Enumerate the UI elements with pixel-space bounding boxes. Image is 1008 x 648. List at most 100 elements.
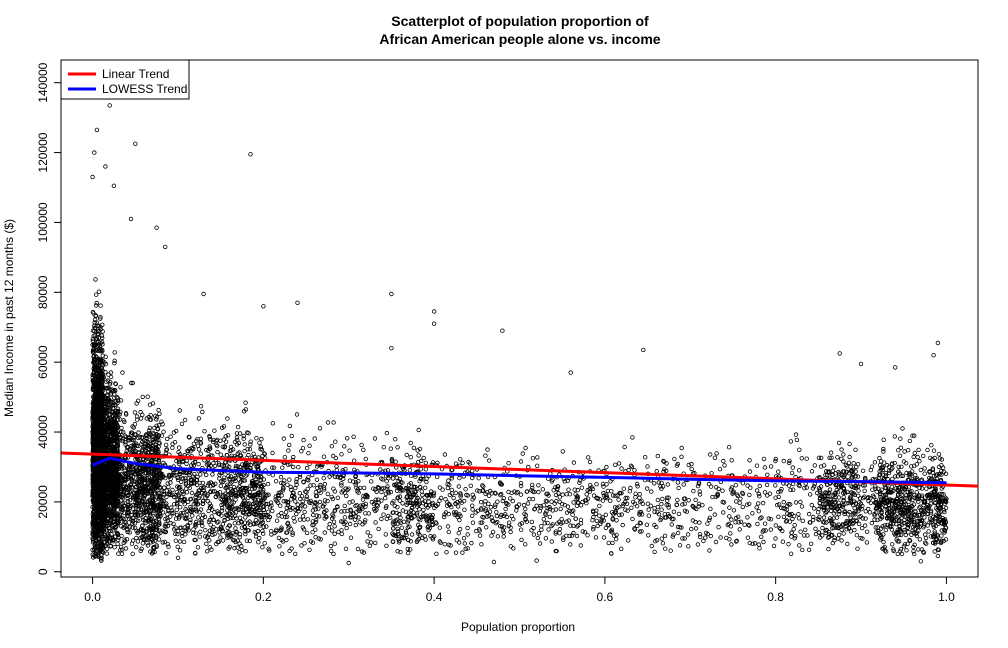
data-point: [212, 428, 217, 433]
data-point: [289, 546, 294, 551]
data-point: [92, 546, 97, 552]
data-point: [119, 533, 124, 539]
data-point: [355, 546, 361, 552]
data-point: [376, 526, 381, 532]
data-point: [225, 416, 230, 421]
data-point: [108, 374, 114, 380]
data-point: [299, 449, 304, 454]
data-point: [194, 482, 200, 488]
data-point: [334, 464, 339, 469]
data-point: [344, 525, 349, 531]
data-point: [282, 455, 288, 460]
data-point: [177, 505, 183, 510]
data-point: [214, 520, 220, 525]
data-point: [237, 515, 243, 520]
data-point: [103, 354, 108, 359]
data-point: [206, 508, 211, 514]
data-point: [185, 499, 191, 505]
data-point: [168, 434, 173, 439]
data-point: [335, 495, 340, 500]
data-point: [175, 544, 180, 549]
data-point: [140, 394, 145, 400]
data-point: [182, 417, 188, 423]
data-point: [205, 498, 210, 504]
data-point: [161, 429, 166, 434]
data-point: [198, 451, 203, 456]
data-point: [322, 530, 327, 535]
data-point: [255, 528, 261, 534]
data-point: [383, 532, 388, 537]
data-point: [92, 325, 97, 330]
data-point: [405, 546, 410, 552]
data-point: [119, 551, 125, 556]
data-point: [289, 433, 294, 439]
data-point: [196, 447, 202, 452]
data-point: [90, 342, 95, 348]
data-point: [196, 416, 202, 421]
data-point: [99, 333, 105, 338]
data-point: [99, 347, 105, 353]
data-point: [287, 548, 292, 554]
data-point: [232, 521, 237, 526]
data-point: [173, 538, 178, 543]
data-point: [265, 481, 271, 487]
data-point: [200, 409, 205, 415]
data-point: [322, 481, 328, 487]
data-point: [256, 540, 261, 545]
data-point: [100, 329, 105, 334]
data-point: [92, 515, 97, 520]
data-point: [339, 452, 344, 457]
data-point: [220, 522, 226, 527]
data-point: [261, 524, 266, 530]
data-point: [100, 342, 105, 347]
data-point: [262, 541, 267, 546]
data-point: [372, 436, 378, 441]
data-point: [210, 472, 215, 477]
data-point: [108, 380, 113, 385]
data-point: [331, 551, 336, 557]
data-point: [287, 442, 292, 448]
data-point: [257, 440, 262, 445]
data-point: [99, 558, 104, 563]
data-point: [239, 547, 245, 553]
data-point: [293, 485, 298, 491]
data-point: [400, 501, 405, 506]
data-point: [179, 421, 185, 427]
data-point: [408, 455, 413, 460]
data-point: [207, 538, 212, 543]
data-point: [93, 354, 99, 359]
data-point: [270, 473, 275, 478]
data-point: [198, 404, 204, 409]
data-point: [139, 442, 144, 447]
data-point: [297, 491, 302, 496]
data-point: [93, 363, 98, 368]
data-point: [270, 508, 275, 514]
data-point: [321, 476, 326, 481]
data-point: [345, 436, 350, 441]
data-point: [190, 513, 195, 518]
data-point: [359, 442, 364, 448]
data-point: [129, 541, 135, 546]
data-point: [334, 467, 339, 473]
data-point: [331, 420, 336, 425]
data-point: [287, 477, 292, 482]
data-point: [91, 354, 96, 359]
data-point: [97, 367, 102, 372]
chart-title-line1: Scatterplot of population proportion of: [391, 13, 649, 29]
data-point: [115, 537, 121, 543]
chart-title-line2: African American people alone vs. income: [379, 31, 660, 47]
data-point: [181, 539, 187, 545]
data-point: [287, 423, 293, 429]
data-point: [112, 358, 117, 363]
data-point: [259, 436, 264, 442]
data-point: [174, 507, 179, 512]
data-point: [381, 512, 386, 517]
data-point: [237, 480, 243, 485]
data-point: [96, 328, 102, 334]
data-point: [420, 492, 425, 498]
data-point: [312, 436, 317, 441]
data-point: [145, 394, 150, 399]
data-point: [302, 541, 307, 546]
data-point: [94, 532, 99, 537]
data-point: [342, 444, 347, 449]
